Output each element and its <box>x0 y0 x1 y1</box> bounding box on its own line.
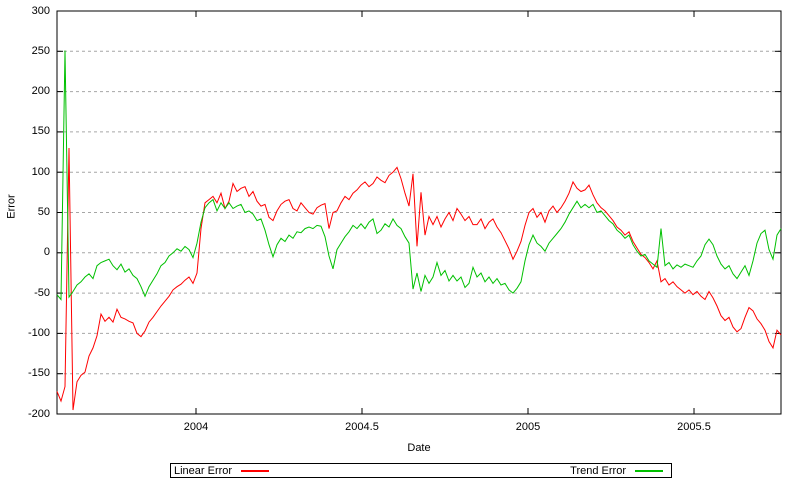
x-tick-label: 2004 <box>183 421 209 433</box>
y-tick-label: 250 <box>31 44 50 57</box>
x-tick-label: 2004.5 <box>345 421 379 433</box>
y-tick-label: 300 <box>31 4 50 17</box>
y-tick-label: -200 <box>27 407 50 420</box>
y-tick-label: -100 <box>27 326 50 339</box>
legend-line-sample-trend <box>635 469 663 472</box>
legend-label-trend-error: Trend Error <box>570 464 626 477</box>
legend-label-linear-error: Linear Error <box>174 464 233 477</box>
y-tick-label: 200 <box>31 85 50 98</box>
legend-box: Linear Error Trend Error <box>170 463 672 478</box>
series-line-linear-error <box>56 147 782 411</box>
x-axis-title: Date <box>407 442 431 454</box>
y-tick-label: 100 <box>31 165 50 178</box>
y-tick-label: 0 <box>43 246 50 259</box>
y-tick-label: 150 <box>31 125 50 138</box>
x-tick-label: 2005.5 <box>677 421 711 433</box>
legend-entry-linear: Linear Error <box>171 464 270 477</box>
y-tick-label: -150 <box>27 367 50 380</box>
y-axis-title: Error <box>5 194 18 219</box>
y-tick-label: 50 <box>37 206 50 218</box>
series-line-trend-error <box>56 50 782 301</box>
legend-line-sample-linear <box>241 469 270 472</box>
y-tick-label: -50 <box>34 286 50 299</box>
x-tick-label: 2005 <box>515 421 541 433</box>
legend-entry-trend: Trend Error <box>570 465 671 477</box>
plot-border <box>56 10 782 415</box>
